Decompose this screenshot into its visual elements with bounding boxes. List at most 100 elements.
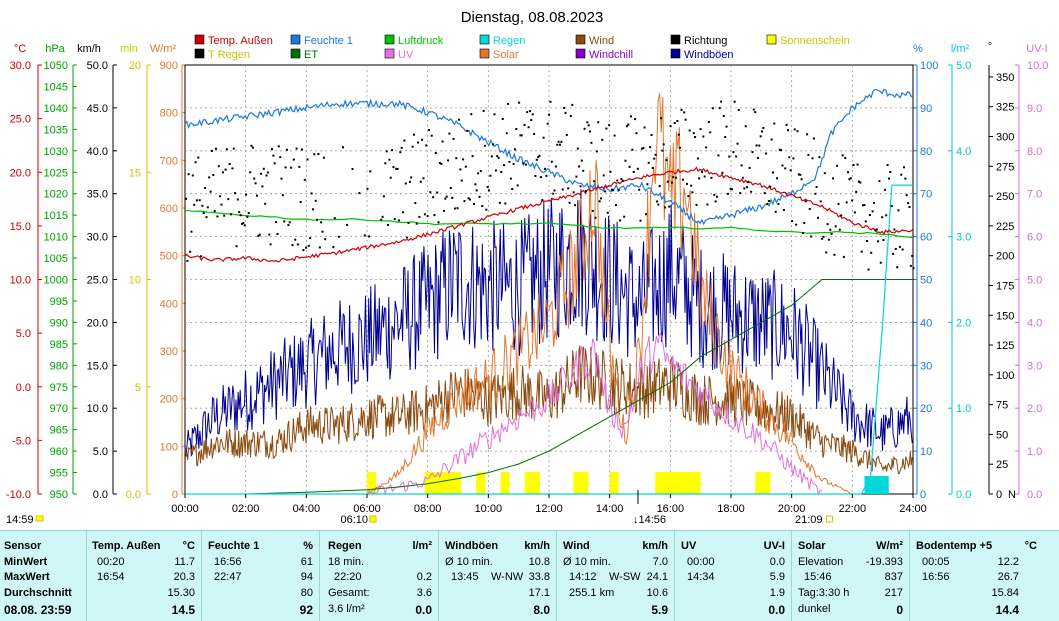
wind-direction-dot — [515, 128, 518, 130]
wind-direction-dot — [825, 251, 828, 254]
axis-label-wind: 45.0 — [87, 103, 108, 115]
x-tick-label: 08:00 — [414, 503, 442, 515]
wind-direction-dot — [800, 178, 803, 181]
axis-label-uv: 8.0 — [1027, 146, 1042, 158]
wind-direction-dot — [726, 192, 729, 195]
wind-direction-dot — [317, 153, 320, 155]
wind-direction-dot — [878, 180, 881, 183]
wind-direction-dot — [617, 189, 620, 192]
wind-direction-dot — [660, 117, 662, 120]
sunrise-marker — [369, 515, 377, 523]
wind-direction-dot — [426, 215, 429, 218]
solar-current: 0 — [896, 603, 903, 617]
wind-direction-dot — [619, 219, 622, 222]
axis-unit-humidity: % — [913, 43, 923, 55]
wind-r1-val: 7.0 — [652, 556, 668, 568]
sunshine-block — [500, 472, 510, 494]
wind-direction-dot — [530, 119, 533, 121]
x-tick-label: 16:00 — [657, 503, 685, 515]
axis-label-solar: 500 — [160, 251, 178, 263]
wind-direction-dot — [397, 219, 400, 222]
wind-direction-dot — [358, 192, 361, 195]
wind-direction-dot — [216, 215, 219, 218]
wind-direction-dot — [443, 209, 445, 212]
axis-label-pressure: 1030 — [44, 146, 68, 158]
axis-label-direction: 175 — [996, 280, 1014, 292]
wind-direction-dot — [544, 167, 546, 170]
wind-direction-dot — [699, 128, 702, 131]
wind-direction-dot — [867, 268, 870, 271]
wind-direction-dot — [264, 202, 267, 205]
wind-direction-dot — [253, 177, 256, 180]
wind-direction-dot — [609, 170, 612, 173]
axis-unit-temp: °C — [14, 43, 26, 55]
legend-label-temp-außen: Temp. Außen — [208, 35, 273, 47]
wind-direction-dot — [384, 162, 387, 165]
wind-direction-dot — [474, 183, 477, 186]
wind-direction-dot — [728, 155, 731, 158]
wind-direction-dot — [246, 215, 249, 218]
wind-direction-dot — [897, 209, 900, 212]
axis-label-direction: 125 — [996, 340, 1014, 352]
wind-direction-dot — [811, 157, 814, 160]
wind-direction-dot — [437, 221, 440, 224]
axis-label-pressure: 1020 — [44, 189, 68, 201]
wind-direction-dot — [195, 199, 198, 202]
wind-direction-dot — [832, 177, 834, 180]
wind-direction-dot — [202, 212, 205, 214]
wind-direction-dot — [810, 235, 813, 238]
wind-direction-dot — [205, 216, 208, 219]
wind-direction-dot — [485, 208, 488, 211]
wind-direction-dot — [600, 197, 602, 200]
wind-direction-dot — [449, 187, 452, 189]
wind-direction-dot — [664, 206, 667, 209]
wind-direction-dot — [250, 144, 253, 147]
wind-direction-dot — [430, 134, 433, 137]
x-tick-label: 04:00 — [293, 503, 321, 515]
wind-direction-dot — [815, 186, 818, 188]
wind-direction-dot — [675, 176, 677, 179]
wind-direction-dot — [463, 200, 466, 203]
wind-direction-dot — [856, 163, 859, 166]
axis-label-wind: 10.0 — [87, 403, 108, 415]
wind-direction-dot — [568, 201, 571, 204]
uv-avg: 1.9 — [769, 587, 785, 599]
wind-direction-dot — [284, 166, 287, 169]
wind-direction-dot — [191, 174, 194, 177]
axis-label-temp: 30.0 — [10, 60, 31, 72]
wind-direction-dot — [333, 217, 336, 220]
axis-label-wind: 15.0 — [87, 360, 108, 372]
axis-n-label: N — [1008, 489, 1016, 501]
wind-direction-dot — [892, 252, 895, 255]
wind-direction-dot — [905, 194, 908, 197]
wind-direction-dot — [482, 109, 485, 112]
wind-direction-dot — [224, 168, 227, 171]
wind-direction-dot — [591, 209, 594, 212]
wind-direction-dot — [722, 114, 725, 117]
wind-direction-dot — [291, 244, 294, 247]
axis-label-humidity: 20 — [920, 403, 932, 415]
wind-direction-dot — [881, 216, 884, 219]
wind-direction-dot — [557, 140, 560, 143]
wind-direction-dot — [238, 211, 241, 214]
wind-direction-dot — [900, 173, 903, 176]
wind-direction-dot — [686, 182, 688, 185]
wind-max-dir: W-SW — [609, 571, 641, 583]
soil-unit: °C — [1024, 540, 1037, 552]
wind-direction-dot — [713, 193, 716, 196]
wind-direction-dot — [389, 176, 392, 179]
wind-direction-dot — [564, 111, 567, 114]
wind-direction-dot — [542, 136, 545, 139]
solar-elevation-label: Elevation — [798, 556, 844, 568]
wind-direction-dot — [473, 202, 475, 205]
wind-direction-dot — [737, 109, 740, 111]
wind-direction-dot — [621, 179, 624, 182]
wind-direction-dot — [584, 190, 587, 193]
wind-direction-dot — [874, 229, 877, 232]
wind-direction-dot — [613, 134, 616, 137]
wind-direction-dot — [628, 165, 631, 168]
wind-direction-dot — [597, 121, 600, 124]
axis-label-wind: 40.0 — [87, 146, 108, 158]
humidity-min: 61 — [300, 556, 313, 568]
wind-direction-dot — [404, 182, 407, 185]
